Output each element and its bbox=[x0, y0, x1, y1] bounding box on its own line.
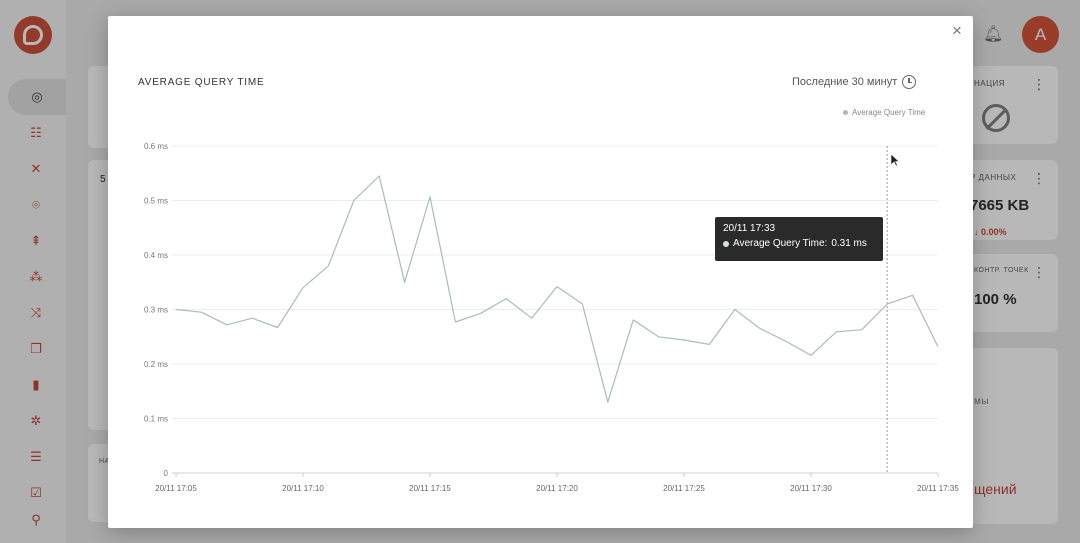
card-menu-icon[interactable]: ⋮ bbox=[1032, 170, 1046, 186]
series-line-average-query-time bbox=[175, 175, 939, 403]
sliders-icon: ☷ bbox=[30, 125, 42, 140]
bg-left-number: 5 bbox=[100, 174, 106, 185]
bg-card-checkpoint: КОНТР. ТОЧЕК ⋮ 100 % bbox=[960, 254, 1058, 332]
x-tick-label: 20/11 17:20 bbox=[536, 484, 578, 493]
card-menu-icon[interactable]: ⋮ bbox=[1032, 76, 1046, 92]
data-title: Р ДАННЫХ bbox=[970, 173, 1017, 182]
data-delta: ↓ 0.00% bbox=[974, 227, 1007, 237]
bg-card-replication: НАЦИЯ ⋮ bbox=[960, 66, 1058, 144]
bell-icon[interactable]: 🔔︎ bbox=[983, 26, 1004, 43]
legend-dot bbox=[843, 110, 848, 115]
y-tick-label: 0.2 ms bbox=[144, 360, 168, 369]
sidebar: ◎ ☷ ✕ ⌾ ⇞ ⁂ ⤨ ❐ ▮ ✲ ☰ ☑ ⚲ bbox=[0, 0, 66, 543]
chart-tooltip: 20/11 17:33 Average Query Time: 0.31 ms bbox=[715, 217, 883, 261]
tooltip-value: 0.31 ms bbox=[831, 238, 867, 249]
period-selector[interactable]: Последние 30 минут bbox=[792, 75, 917, 89]
sidebar-item-pin[interactable]: ⚲ bbox=[8, 502, 64, 538]
server-icon: ☰ bbox=[30, 449, 42, 464]
gear-icon: ✲ bbox=[30, 413, 42, 428]
sidebar-item-gear[interactable]: ✲ bbox=[8, 403, 64, 439]
bg-card-events: мы щений bbox=[960, 348, 1058, 524]
checklist-icon: ☑ bbox=[30, 485, 42, 500]
x-tick-label: 20/11 17:30 bbox=[790, 484, 832, 493]
users-icon: ⁂ bbox=[29, 269, 43, 284]
tools-icon: ✕ bbox=[30, 161, 42, 176]
query-time-modal: × AVERAGE QUERY TIME Последние 30 минут … bbox=[108, 16, 973, 528]
y-tick-label: 0.3 ms bbox=[144, 306, 168, 315]
replication-title: НАЦИЯ bbox=[974, 79, 1006, 88]
folders-icon: ❐ bbox=[30, 341, 42, 356]
x-tick-label: 20/11 17:10 bbox=[282, 484, 324, 493]
scan-icon: ⌾ bbox=[32, 197, 40, 212]
events-gray-text: мы bbox=[974, 396, 990, 407]
y-tick-label: 0.1 ms bbox=[144, 415, 168, 424]
x-tick-label: 20/11 17:35 bbox=[917, 484, 959, 493]
sidebar-item-shuffle[interactable]: ⤨ bbox=[8, 295, 64, 331]
bg-card-data: Р ДАННЫХ ⋮ 7665 KB ↓ 0.00% bbox=[960, 160, 1058, 240]
tooltip-series-dot bbox=[723, 240, 729, 247]
close-icon[interactable]: × bbox=[952, 21, 962, 40]
sidebar-item-users[interactable]: ⁂ bbox=[8, 259, 64, 295]
card-menu-icon[interactable]: ⋮ bbox=[1032, 264, 1046, 280]
blocked-icon bbox=[982, 104, 1010, 132]
tooltip-row: Average Query Time: 0.31 ms bbox=[723, 238, 875, 249]
sidebar-item-checklist[interactable]: ☑ bbox=[8, 475, 64, 511]
checkpoint-value: 100 % bbox=[974, 291, 1017, 308]
sidebar-item-sliders[interactable]: ☷ bbox=[8, 115, 64, 151]
sidebar-item-server[interactable]: ☰ bbox=[8, 439, 64, 475]
line-chart[interactable]: 0 0.1 ms 0.2 ms 0.3 ms 0.4 ms 0.5 ms 0.6 ms 20/… bbox=[108, 16, 973, 528]
legend-label: Average Query Time bbox=[852, 108, 926, 117]
chart-legend[interactable]: Average Query Time bbox=[843, 108, 925, 117]
y-tick-label: 0 bbox=[164, 469, 169, 478]
sidebar-item-radar[interactable]: ◎ bbox=[8, 79, 66, 115]
period-label: Последние 30 минут bbox=[792, 76, 898, 88]
clock-icon bbox=[902, 75, 917, 89]
app-logo[interactable] bbox=[14, 16, 52, 54]
y-tick-label: 0.5 ms bbox=[144, 197, 168, 206]
x-tick-label: 20/11 17:25 bbox=[663, 484, 705, 493]
shuffle-icon: ⤨ bbox=[30, 305, 42, 320]
sidebar-item-bar-chart[interactable]: ▮ bbox=[8, 367, 64, 403]
sidebar-item-folders[interactable]: ❐ bbox=[8, 331, 64, 367]
tooltip-series-label: Average Query Time: bbox=[733, 238, 828, 249]
x-tick-label: 20/11 17:05 bbox=[155, 484, 197, 493]
tree-icon: ⇞ bbox=[30, 233, 42, 248]
sidebar-item-tree[interactable]: ⇞ bbox=[8, 223, 64, 259]
y-tick-label: 0.4 ms bbox=[144, 251, 168, 260]
x-tick-label: 20/11 17:15 bbox=[409, 484, 451, 493]
avatar[interactable]: A bbox=[1022, 16, 1059, 53]
modal-title: AVERAGE QUERY TIME bbox=[138, 77, 265, 88]
bar-chart-icon: ▮ bbox=[32, 377, 40, 392]
events-red-text: щений bbox=[974, 481, 1017, 497]
sidebar-item-tools[interactable]: ✕ bbox=[8, 151, 64, 187]
pin-icon: ⚲ bbox=[31, 512, 41, 527]
tooltip-time: 20/11 17:33 bbox=[723, 223, 776, 234]
sidebar-item-scan[interactable]: ⌾ bbox=[8, 187, 64, 223]
data-value: 7665 KB bbox=[970, 197, 1030, 214]
logo-icon bbox=[23, 25, 43, 45]
y-tick-label: 0.6 ms bbox=[144, 142, 168, 151]
checkpoint-title: КОНТР. ТОЧЕК bbox=[974, 267, 1029, 274]
radar-icon: ◎ bbox=[31, 89, 43, 104]
mouse-cursor-icon bbox=[890, 153, 900, 167]
bg-left-small: НА bbox=[99, 458, 110, 465]
